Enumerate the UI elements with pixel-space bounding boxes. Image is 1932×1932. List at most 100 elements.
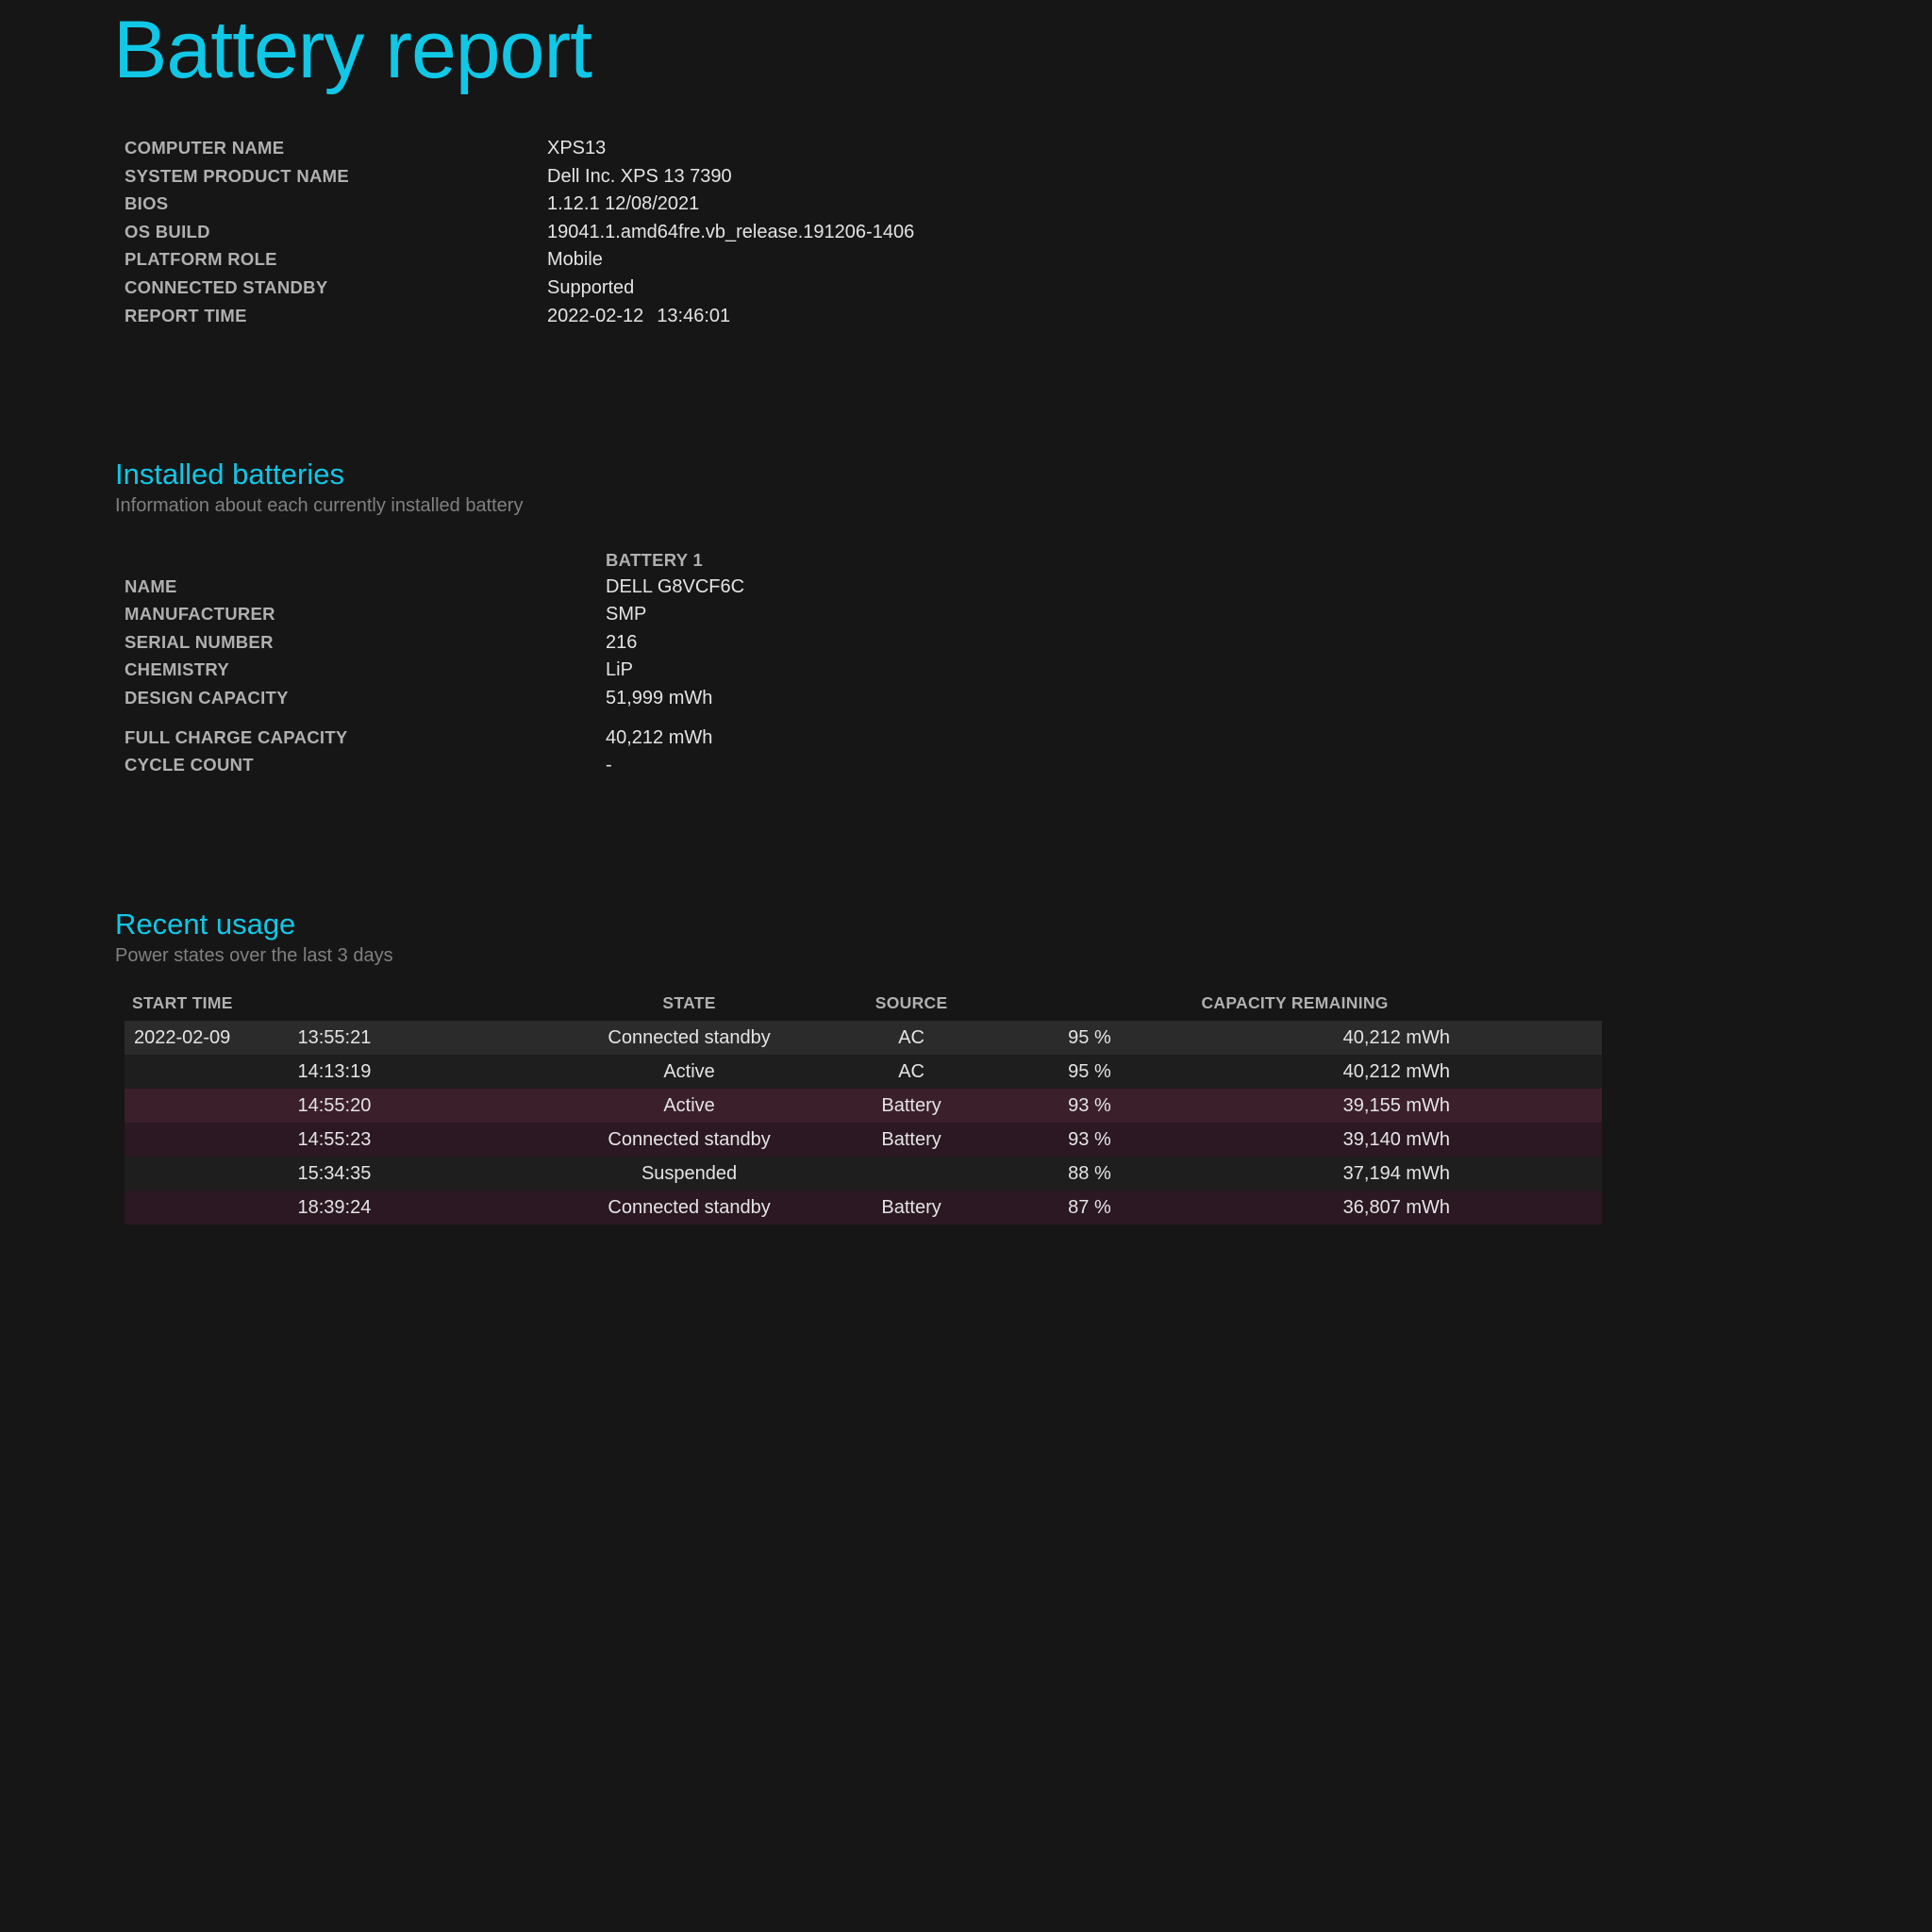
info-label: DESIGN CAPACITY — [125, 685, 606, 713]
info-label: PLATFORM ROLE — [125, 246, 547, 275]
cell-pct: 93 % — [988, 1123, 1191, 1157]
info-label: NAME — [125, 574, 606, 602]
info-label: OS BUILD — [125, 219, 547, 247]
info-value: 1.12.1 12/08/2021 — [547, 191, 699, 219]
info-label: SYSTEM PRODUCT NAME — [125, 163, 547, 192]
cell-state: Connected standby — [543, 1123, 835, 1157]
info-label: CYCLE COUNT — [125, 752, 606, 780]
info-label: CONNECTED STANDBY — [125, 275, 547, 303]
cell-state: Connected standby — [543, 1021, 835, 1055]
cell-time: 14:13:19 — [289, 1055, 544, 1089]
system-info-row: BIOS1.12.1 12/08/2021 — [125, 191, 1819, 219]
cell-source — [835, 1157, 988, 1191]
info-value: - — [606, 752, 612, 780]
info-label: SERIAL NUMBER — [125, 629, 606, 658]
cell-time: 14:55:23 — [289, 1123, 544, 1157]
cell-date — [125, 1157, 289, 1191]
cell-mwh: 40,212 mWh — [1191, 1055, 1602, 1089]
cell-state: Connected standby — [543, 1191, 835, 1224]
report-time: 13:46:01 — [657, 306, 730, 326]
cell-state: Suspended — [543, 1157, 835, 1191]
page-title: Battery report — [113, 0, 1819, 97]
info-value: XPS13 — [547, 135, 606, 163]
section-installed-heading: Installed batteries — [115, 458, 1819, 491]
info-value: Supported — [547, 275, 634, 303]
info-label: COMPUTER NAME — [125, 135, 547, 163]
cell-date — [125, 1089, 289, 1123]
section-installed-subtitle: Information about each currently install… — [115, 495, 1819, 517]
info-label: CHEMISTRY — [125, 657, 606, 685]
cell-source: AC — [835, 1021, 988, 1055]
system-info-row: CONNECTED STANDBYSupported — [125, 275, 1819, 303]
info-label: BIOS — [125, 191, 547, 219]
cell-source: AC — [835, 1055, 988, 1089]
cell-source: Battery — [835, 1089, 988, 1123]
cell-state: Active — [543, 1055, 835, 1089]
section-recent-heading: Recent usage — [115, 908, 1819, 941]
info-value: DELL G8VCF6C — [606, 574, 744, 602]
cell-mwh: 37,194 mWh — [1191, 1157, 1602, 1191]
section-recent-subtitle: Power states over the last 3 days — [115, 945, 1819, 967]
col-capacity: CAPACITY REMAINING — [988, 993, 1602, 1021]
battery-info-row: FULL CHARGE CAPACITY40,212 mWh — [125, 724, 1819, 753]
info-value: 40,212 mWh — [606, 724, 712, 753]
info-value: Dell Inc. XPS 13 7390 — [547, 163, 732, 192]
cell-pct: 93 % — [988, 1089, 1191, 1123]
info-value: 2022-02-12 13:46:01 — [547, 303, 730, 331]
info-label: FULL CHARGE CAPACITY — [125, 724, 606, 753]
cell-pct: 95 % — [988, 1021, 1191, 1055]
info-value: Mobile — [547, 246, 603, 275]
cell-state: Active — [543, 1089, 835, 1123]
table-header-row: START TIME STATE SOURCE CAPACITY REMAINI… — [125, 993, 1602, 1021]
report-date: 2022-02-12 — [547, 306, 643, 326]
cell-mwh: 39,140 mWh — [1191, 1123, 1602, 1157]
cell-source: Battery — [835, 1123, 988, 1157]
cell-pct: 88 % — [988, 1157, 1191, 1191]
cell-pct: 87 % — [988, 1191, 1191, 1224]
cell-date: 2022-02-09 — [125, 1021, 289, 1055]
cell-time: 15:34:35 — [289, 1157, 544, 1191]
table-row: 15:34:35Suspended 88 %37,194 mWh — [125, 1157, 1602, 1191]
cell-source: Battery — [835, 1191, 988, 1224]
col-source: SOURCE — [835, 993, 988, 1021]
battery-info-row: CHEMISTRYLiP — [125, 657, 1819, 685]
info-value: LiP — [606, 657, 633, 685]
col-start-time: START TIME — [125, 993, 543, 1021]
info-value: SMP — [606, 601, 646, 629]
battery-info-row: MANUFACTURERSMP — [125, 601, 1819, 629]
cell-date — [125, 1055, 289, 1089]
col-state: STATE — [543, 993, 835, 1021]
info-label: MANUFACTURER — [125, 601, 606, 629]
cell-mwh: 36,807 mWh — [1191, 1191, 1602, 1224]
cell-date — [125, 1123, 289, 1157]
system-info-row: SYSTEM PRODUCT NAMEDell Inc. XPS 13 7390 — [125, 163, 1819, 192]
info-value: 216 — [606, 629, 637, 658]
cell-mwh: 39,155 mWh — [1191, 1089, 1602, 1123]
info-label: REPORT TIME — [125, 303, 547, 331]
battery-info-row: SERIAL NUMBER216 — [125, 629, 1819, 658]
battery-info-row: CYCLE COUNT- — [125, 752, 1819, 780]
table-row: 14:13:19ActiveAC95 %40,212 mWh — [125, 1055, 1602, 1089]
cell-time: 13:55:21 — [289, 1021, 544, 1055]
info-value: 51,999 mWh — [606, 685, 712, 713]
cell-time: 18:39:24 — [289, 1191, 544, 1224]
cell-time: 14:55:20 — [289, 1089, 544, 1123]
table-row: 14:55:23Connected standbyBattery93 %39,1… — [125, 1123, 1602, 1157]
system-info-row: COMPUTER NAMEXPS13 — [125, 135, 1819, 163]
system-info-row: PLATFORM ROLEMobile — [125, 246, 1819, 275]
battery-header-row: BATTERY 1 — [125, 547, 1819, 573]
cell-date — [125, 1191, 289, 1224]
table-row: 2022-02-0913:55:21Connected standbyAC95 … — [125, 1021, 1602, 1055]
cell-mwh: 40,212 mWh — [1191, 1021, 1602, 1055]
system-info-row: REPORT TIME2022-02-12 13:46:01 — [125, 303, 1819, 331]
table-row: 14:55:20ActiveBattery93 %39,155 mWh — [125, 1089, 1602, 1123]
system-info-row: OS BUILD19041.1.amd64fre.vb_release.1912… — [125, 219, 1819, 247]
battery-info-block: BATTERY 1NAMEDELL G8VCF6CMANUFACTURERSMP… — [125, 547, 1819, 780]
battery-info-row: DESIGN CAPACITY51,999 mWh — [125, 685, 1819, 713]
battery-header: BATTERY 1 — [606, 547, 703, 573]
cell-pct: 95 % — [988, 1055, 1191, 1089]
recent-usage-table: START TIME STATE SOURCE CAPACITY REMAINI… — [125, 993, 1602, 1224]
info-value: 19041.1.amd64fre.vb_release.191206-1406 — [547, 219, 914, 247]
table-row: 18:39:24Connected standbyBattery87 %36,8… — [125, 1191, 1602, 1224]
battery-info-row: NAMEDELL G8VCF6C — [125, 574, 1819, 602]
